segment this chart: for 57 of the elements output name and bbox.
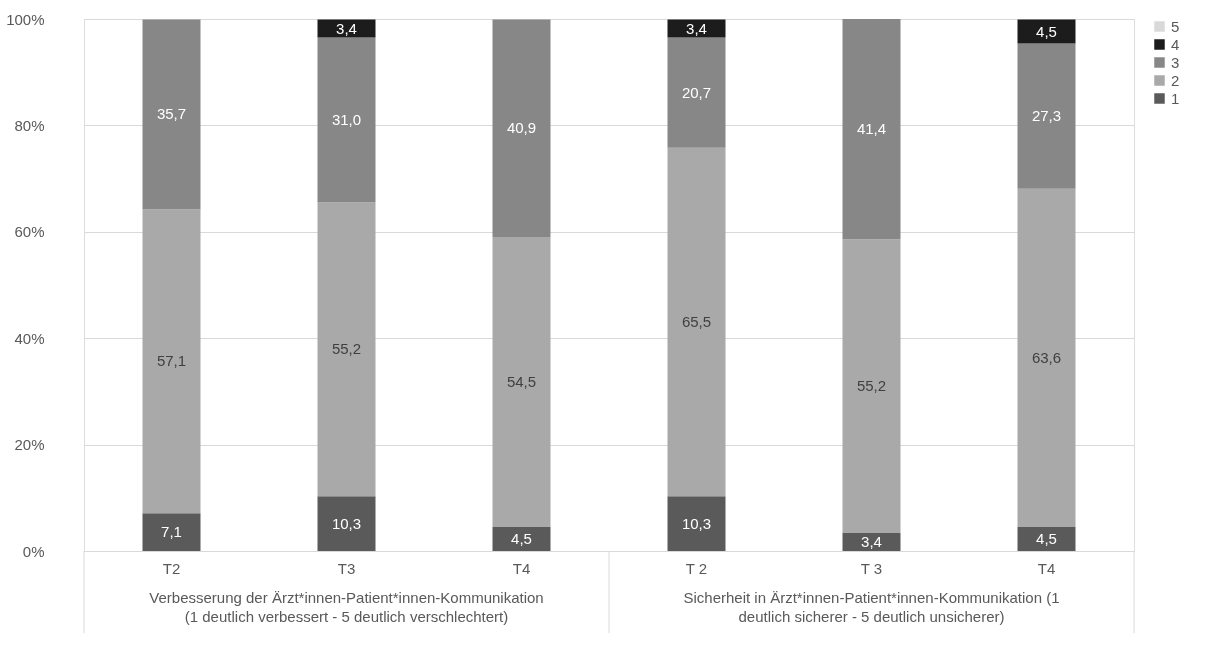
bar — [317, 202, 376, 497]
bar — [492, 19, 551, 238]
y-tick-label: 0% — [22, 542, 45, 560]
data-label: 7,1 — [161, 523, 182, 541]
bar — [317, 496, 376, 551]
data-label: 4,5 — [1036, 530, 1057, 548]
bar — [1017, 43, 1076, 189]
data-label: 41,4 — [856, 120, 887, 138]
data-label: 54,5 — [506, 373, 537, 391]
data-label: 4,5 — [1036, 22, 1057, 40]
data-label: 27,3 — [1031, 107, 1062, 125]
bar — [667, 37, 726, 148]
x-tick-label: T2 — [162, 559, 181, 577]
bar — [142, 19, 201, 210]
data-label: 55,2 — [331, 340, 362, 358]
data-label: 10,3 — [331, 514, 362, 532]
data-label: 3,4 — [861, 532, 882, 550]
x-tick-label: T4 — [512, 559, 531, 577]
x-tick-label: T 3 — [860, 559, 883, 577]
data-label: 55,2 — [856, 377, 887, 395]
data-label: 3,4 — [336, 19, 357, 37]
text: Verbesserung der Ärzt*innen-Patient*innen-Kommunikation (1 deutlich verbessert - 5 deutlich verschlechtert) — [149, 589, 544, 625]
bar — [667, 147, 726, 497]
x-tick-label: T3 — [337, 559, 356, 577]
x-tick-label: T4 — [1037, 559, 1056, 577]
bar — [1017, 188, 1076, 528]
data-label: 3,4 — [686, 19, 707, 37]
bar — [142, 513, 201, 551]
y-tick-label: 40% — [14, 329, 45, 347]
legend-label: 5 — [1171, 17, 1180, 35]
data-label: 63,6 — [1031, 348, 1062, 366]
legend-label: 4 — [1171, 35, 1180, 53]
data-label: 35,7 — [156, 105, 187, 123]
legend-label: 2 — [1171, 71, 1180, 89]
y-tick-label: 20% — [14, 436, 45, 454]
bar — [1017, 527, 1076, 551]
data-label: 31,0 — [331, 111, 362, 129]
data-label: 57,1 — [156, 352, 187, 370]
legend-label: 3 — [1171, 53, 1180, 71]
legend-label: 1 — [1171, 89, 1180, 107]
y-tick-label: 100% — [6, 10, 45, 28]
data-label: 10,3 — [681, 514, 712, 532]
text: Sicherheit in Ärzt*innen-Patient*innen-Kommunikation (1 deutlich sicherer - 5 deutlich unsicherer) — [683, 589, 1060, 625]
y-tick-label: 80% — [14, 116, 45, 134]
data-label: 40,9 — [506, 119, 537, 137]
bar — [492, 237, 551, 528]
x-tick-label: T 2 — [685, 559, 708, 577]
bar — [667, 496, 726, 551]
data-label: 65,5 — [681, 312, 712, 330]
bar — [492, 527, 551, 551]
bar — [142, 209, 201, 514]
y-tick-label: 60% — [14, 223, 45, 241]
data-label: 20,7 — [681, 83, 712, 101]
data-label: 4,5 — [511, 530, 532, 548]
bar — [842, 19, 901, 240]
bar — [317, 37, 376, 203]
bar — [842, 239, 901, 533]
